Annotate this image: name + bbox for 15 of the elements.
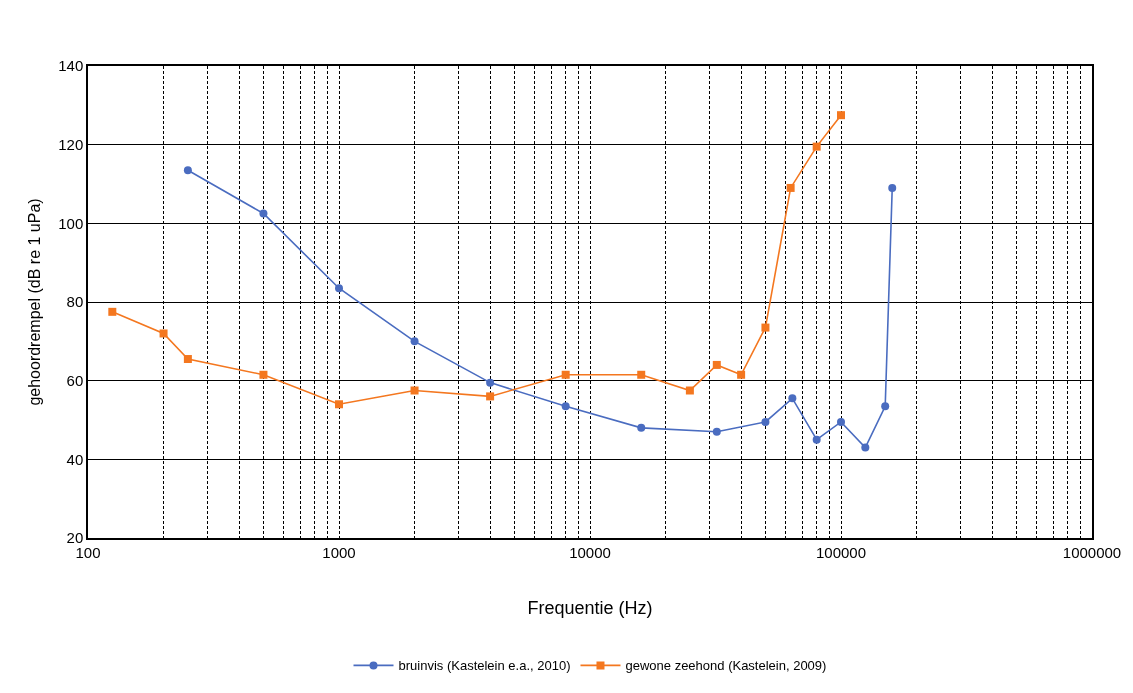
y-tick-label: 80	[66, 293, 84, 311]
y-tick-label: 140	[58, 57, 84, 75]
y-axis-title: gehoordrempel (dB re 1 uPa)	[25, 198, 43, 406]
y-tick-label: 20	[66, 529, 84, 547]
x-tick-label: 10000	[569, 543, 611, 561]
x-tick-label: 1000	[322, 543, 356, 561]
legend-label: gewone zeehond (Kastelein, 2009)	[625, 658, 827, 674]
y-tick-label: 100	[58, 214, 84, 232]
legend-label: bruinvis (Kastelein e.a., 2010)	[398, 658, 571, 674]
y-tick-label: 60	[66, 371, 84, 389]
y-tick-label: 120	[58, 135, 84, 153]
y-tick-label: 40	[66, 450, 84, 468]
x-tick-label: 1000000	[1062, 543, 1122, 561]
x-axis-title: Frequentie (Hz)	[527, 598, 653, 619]
x-tick-label: 100000	[815, 543, 867, 561]
